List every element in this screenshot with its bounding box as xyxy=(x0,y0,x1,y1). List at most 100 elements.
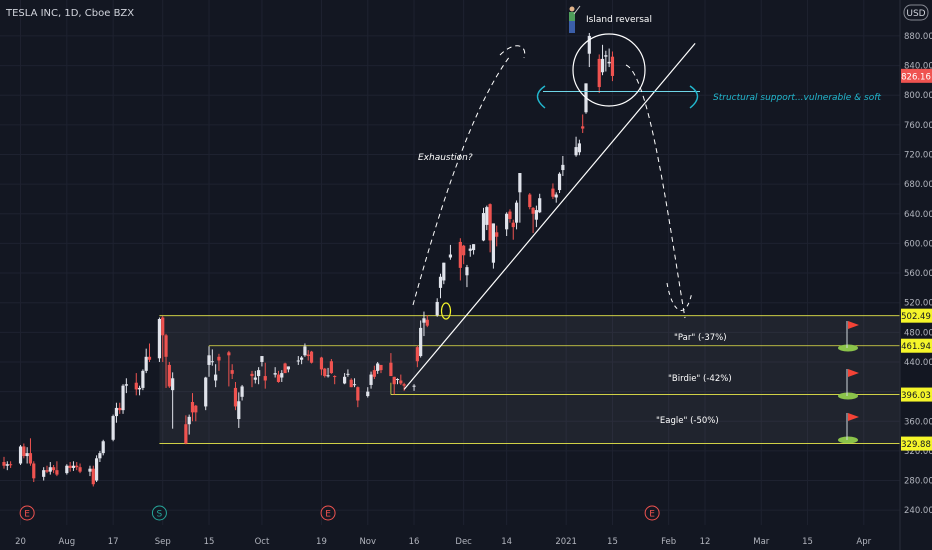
candle-body xyxy=(329,361,333,374)
candle-body xyxy=(356,387,360,401)
candle-body xyxy=(214,374,218,381)
candle-body xyxy=(511,222,515,228)
price-tick-label: 840.00 xyxy=(904,62,932,72)
candle-body xyxy=(164,335,168,357)
symbol-title[interactable]: TESLA INC, 1D, Cboe BZX xyxy=(5,8,134,19)
time-axis-label: 14 xyxy=(501,537,512,547)
level-price-label: 396.03 xyxy=(901,391,931,401)
candle-body xyxy=(577,143,581,153)
candle-body xyxy=(144,356,148,371)
currency-badge[interactable]: USD xyxy=(903,4,929,21)
price-tick-label: 240.00 xyxy=(904,506,932,516)
candle-body xyxy=(306,354,310,357)
golf-flag-icon xyxy=(838,413,859,444)
candle-body xyxy=(71,465,76,468)
candle-body xyxy=(280,373,284,378)
price-tick-label: 880.00 xyxy=(904,32,932,42)
price-axis[interactable]: 240.00280.00320.00360.00400.00440.00480.… xyxy=(899,0,932,550)
time-axis[interactable]: 20 Aug 17 Sep 15 Oct 19 Nov 16 Dec 14 2021 15 Feb 12 Ma… xyxy=(15,537,872,547)
candle-body xyxy=(230,370,234,374)
price-tick-label: 560.00 xyxy=(904,269,932,279)
time-axis-label: 17 xyxy=(108,537,119,547)
candle-body xyxy=(438,276,443,288)
candle-body xyxy=(471,244,476,251)
candle-body xyxy=(319,357,324,370)
candle-body xyxy=(395,379,400,381)
candle-body xyxy=(458,241,462,268)
event-letter: E xyxy=(325,510,331,520)
event-circle xyxy=(19,505,35,521)
candle-body xyxy=(45,470,49,472)
candle-body xyxy=(55,470,59,475)
candle-body xyxy=(554,194,558,198)
candle-body xyxy=(260,356,264,362)
time-axis-label: Apr xyxy=(856,537,871,547)
candle-body xyxy=(326,375,330,377)
candle-body xyxy=(604,55,608,57)
price-tick-label: 600.00 xyxy=(904,239,932,249)
candle-body xyxy=(514,202,519,223)
candle-body xyxy=(561,164,565,171)
candle-body xyxy=(141,370,145,388)
candle-body xyxy=(495,232,499,237)
candle-body xyxy=(190,401,195,413)
time-axis-label: Mar xyxy=(753,537,770,547)
candle-body xyxy=(91,468,95,485)
consolidation-zone xyxy=(159,315,900,444)
candle-body xyxy=(48,467,52,472)
candle-body xyxy=(518,173,522,193)
candle-body xyxy=(538,198,542,213)
price-tick-label: 520.00 xyxy=(904,299,932,309)
golfer-icon xyxy=(569,5,581,33)
candlestick-series xyxy=(2,32,615,487)
time-axis-label: 16 xyxy=(409,537,420,547)
candle-body xyxy=(68,465,72,468)
time-axis-label: Oct xyxy=(255,537,270,547)
time-axis-label: 15 xyxy=(802,537,813,547)
price-axis-background xyxy=(900,0,932,550)
candle-body xyxy=(399,380,403,384)
candle-body xyxy=(65,465,69,474)
candle-body xyxy=(343,376,347,384)
candle-body xyxy=(5,464,9,466)
candle-body xyxy=(161,317,165,336)
exhaustion-arc xyxy=(499,45,526,59)
candle-body xyxy=(2,462,6,466)
candle-body xyxy=(32,463,36,479)
candle-body xyxy=(557,173,562,191)
currency-label: USD xyxy=(906,9,925,19)
candle-body xyxy=(233,387,238,407)
candle-body xyxy=(114,407,119,417)
candle-body xyxy=(134,382,138,390)
candle-body xyxy=(28,453,33,464)
candle-body xyxy=(389,362,393,377)
golf-flag-icon xyxy=(838,321,859,352)
candle-body xyxy=(600,58,605,73)
price-tick-label: 360.00 xyxy=(904,417,932,427)
time-axis-label: Aug xyxy=(59,537,76,547)
candle-body xyxy=(462,245,466,256)
candle-body xyxy=(121,385,125,411)
golfer-body xyxy=(569,12,575,21)
price-tick-label: 280.00 xyxy=(904,477,932,487)
price-label-box xyxy=(901,68,932,83)
candle-body xyxy=(296,360,300,362)
structural-support-label: Structural support...vulnerable & soft xyxy=(713,93,881,103)
candle-body xyxy=(118,407,122,411)
drawings-layer: Island reversal Exhaustion? Structural sup… xyxy=(403,5,881,426)
candle-body xyxy=(435,301,439,316)
candle-body xyxy=(346,373,350,375)
support-bracket-right xyxy=(689,85,699,109)
price-tick-label: 760.00 xyxy=(904,121,932,131)
event-marker: E xyxy=(320,505,336,521)
candle-body xyxy=(78,467,82,472)
candle-body xyxy=(300,357,304,360)
candle-body xyxy=(283,363,287,374)
price-tick-label: 720.00 xyxy=(904,150,932,160)
candle-body xyxy=(94,458,99,481)
time-axis-label: Feb xyxy=(661,537,676,547)
candle-body xyxy=(286,366,290,370)
candle-body xyxy=(250,373,254,377)
golfer-legs xyxy=(569,21,575,33)
